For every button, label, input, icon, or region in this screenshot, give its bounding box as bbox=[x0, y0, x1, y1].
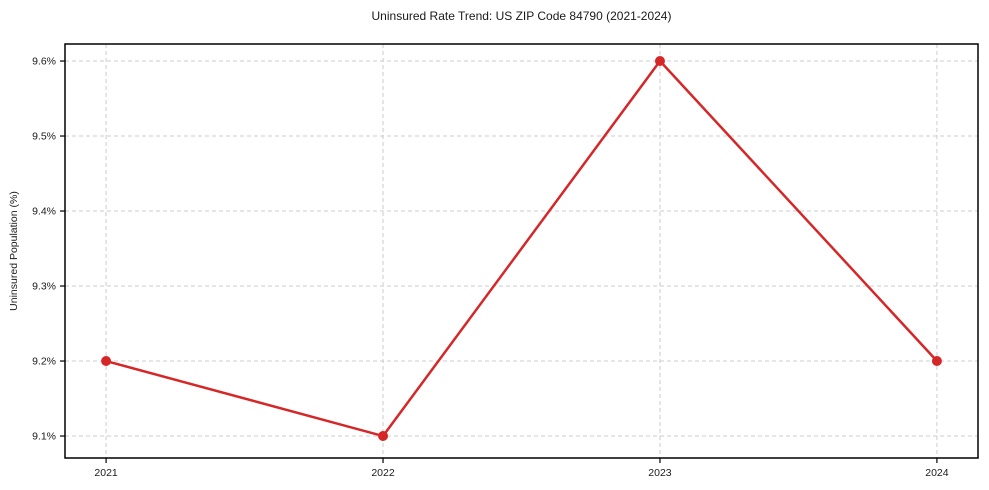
trend-line bbox=[104, 59, 939, 438]
data-point-2021 bbox=[101, 356, 112, 367]
y-tick-label: 9.2% bbox=[32, 356, 56, 368]
x-tick-label: 2023 bbox=[648, 467, 672, 479]
y-tick-label: 9.1% bbox=[32, 431, 56, 443]
data-point-2023 bbox=[654, 56, 665, 67]
data-point-2022 bbox=[378, 431, 389, 442]
x-tick-label: 2024 bbox=[925, 467, 949, 479]
y-tick-label: 9.4% bbox=[32, 206, 56, 218]
x-tick-label: 2021 bbox=[94, 467, 118, 479]
y-tick-label: 9.6% bbox=[32, 56, 56, 68]
y-tick-label: 9.5% bbox=[32, 131, 56, 143]
plot-border bbox=[64, 43, 979, 459]
data-point-2024 bbox=[931, 356, 942, 367]
y-tick-label: 9.3% bbox=[32, 281, 56, 293]
chart-title: Uninsured Rate Trend: US ZIP Code 84790 … bbox=[371, 9, 672, 23]
x-tick-label: 2022 bbox=[371, 467, 395, 479]
